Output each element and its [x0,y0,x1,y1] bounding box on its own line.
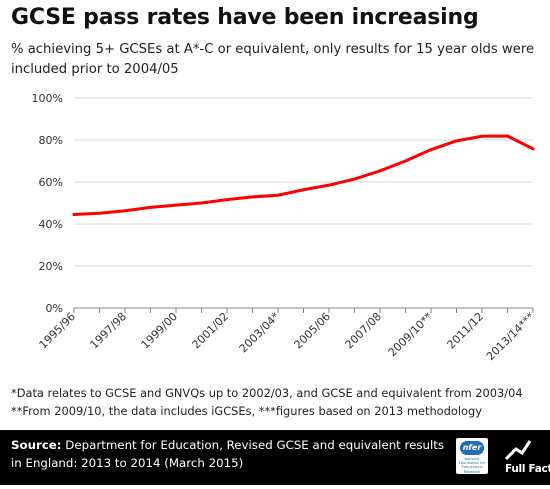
x-tick-label: 2003/04* [237,310,283,356]
data-point [455,139,458,143]
x-tick-label: 2013/14*** [484,310,538,364]
y-tick-label: 100% [32,92,63,105]
full-fact-logo-icon [504,440,532,461]
data-point [72,213,76,216]
data-point [531,147,535,151]
nfer-logo-text: National Foundation for Educational Rese… [458,457,486,474]
data-point [200,201,203,205]
data-point [378,169,382,173]
x-tick-label: 1999/00 [139,310,181,352]
x-tick-label: 2009/10** [386,310,436,360]
data-point [353,177,356,181]
data-point [149,206,152,209]
footnote-1: *Data relates to GCSE and GNVQs up to 20… [11,386,523,400]
nfer-logo: nfer National Foundation for Educational… [456,438,488,474]
footnote-2: **From 2009/10, the data includes iGCSEs… [11,403,482,418]
data-point [174,203,178,207]
data-point [327,183,331,187]
chart-title: GCSE pass rates have been increasing [11,5,479,30]
data-point [302,188,305,192]
chart-subtitle: % achieving 5+ GCSEs at A*-C or equivale… [11,42,535,77]
data-point [506,134,509,138]
data-point [404,159,407,163]
full-fact-logo: Full Fact [500,437,550,485]
data-point [98,211,101,215]
y-tick-label: 60% [39,176,63,189]
y-tick-label: 20% [39,260,63,273]
data-point [251,195,254,199]
data-point [123,209,127,213]
full-fact-logo-text: Full Fact [505,463,550,475]
x-tick-label: 2005/06 [292,310,334,352]
x-tick-label: 1997/98 [88,310,130,352]
nfer-logo-mark: nfer [460,441,484,455]
data-point [480,134,484,138]
data-point [429,148,433,152]
footnotes: *Data relates to GCSE and GNVQs up to 20… [11,385,546,420]
source-footer: Source: Department for Education, Revise… [0,430,550,485]
data-point [225,198,229,202]
line-chart: 0% 20% 40% 60% 80% 100% 1995/96 1997/98 1999/00… [32,92,538,364]
x-tick-label: 2011/12 [445,310,487,352]
source-body: Department for Education, Revised GCSE a… [11,438,445,470]
series-line [72,134,535,217]
y-tick-label: 80% [39,134,63,147]
source-label: Source: [11,438,62,452]
y-tick-label: 40% [39,218,63,231]
source-text: Source: Department for Education, Revise… [11,437,449,472]
x-tick-label: 1995/96 [37,310,79,352]
x-tick-label: 2007/08 [343,310,385,352]
x-tick-label: 2001/02 [190,310,232,352]
y-tick-label: 0% [46,302,63,315]
data-point [276,193,280,197]
